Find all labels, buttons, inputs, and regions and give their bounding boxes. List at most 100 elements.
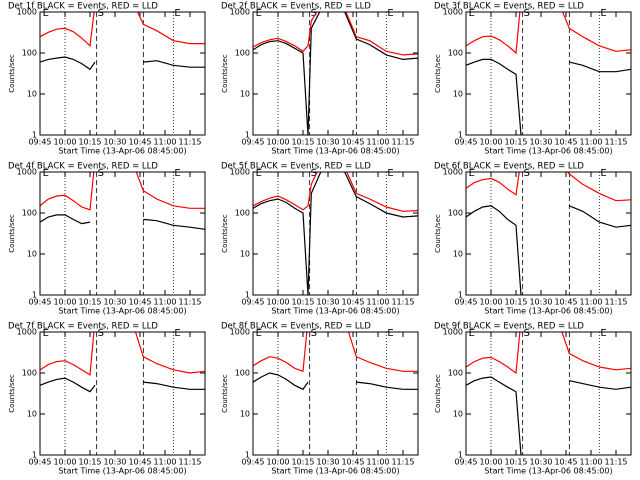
- y-tick-label: 100: [235, 209, 250, 218]
- chart-panel: Det 3f BLACK = Events, RED = LLD Start Ti…: [434, 2, 632, 156]
- x-tick-label: 10:30: [529, 458, 552, 467]
- series-line: [253, 172, 418, 212]
- series-line: [40, 377, 205, 393]
- event-label: E: [43, 168, 49, 179]
- x-tick-label: 11:00: [579, 458, 602, 467]
- x-tick-label: 11:15: [391, 458, 414, 467]
- x-tick-label: 09:45: [28, 138, 51, 147]
- y-tick-label: 1: [32, 451, 37, 460]
- x-tick-label: 11:00: [153, 458, 176, 467]
- plot-frame: [465, 171, 632, 296]
- x-tick-label: 11:15: [604, 138, 627, 147]
- x-tick-label: 11:00: [579, 298, 602, 307]
- event-label: E: [256, 168, 262, 179]
- y-tick-label: 100: [235, 369, 250, 378]
- event-label: E: [387, 8, 393, 19]
- x-tick-label: 10:00: [479, 298, 502, 307]
- x-tick-label: 11:15: [178, 458, 201, 467]
- event-label: E: [469, 8, 475, 19]
- x-tick-label: 10:00: [479, 138, 502, 147]
- x-tick-label: 09:45: [454, 458, 477, 467]
- x-tick-label: 10:45: [341, 298, 364, 307]
- chart-title: Det 9f BLACK = Events, RED = LLD: [434, 322, 584, 332]
- event-label: E: [174, 328, 180, 339]
- x-tick-label: 11:00: [366, 298, 389, 307]
- x-tick-label: 10:45: [341, 138, 364, 147]
- y-tick-label: 100: [235, 49, 250, 58]
- y-axis-label: Counts/sec: [221, 374, 229, 413]
- plot-frame: [39, 11, 206, 136]
- series-line: [466, 58, 631, 135]
- x-tick-label: 10:30: [316, 298, 339, 307]
- plot-frame: [39, 171, 206, 296]
- series-line: [466, 205, 631, 295]
- y-tick-label: 1000: [443, 8, 463, 17]
- chart-title: Det 4f BLACK = Events, RED = LLD: [8, 162, 158, 172]
- series-line: [40, 56, 205, 71]
- x-tick-label: 10:00: [479, 458, 502, 467]
- y-tick-label: 1000: [443, 328, 463, 337]
- y-tick-label: 10: [27, 90, 37, 99]
- y-tick-label: 10: [453, 410, 463, 419]
- y-tick-label: 1000: [17, 8, 37, 17]
- x-tick-label: 10:30: [103, 298, 126, 307]
- series-line: [40, 214, 205, 230]
- plot-frame: [39, 331, 206, 456]
- y-tick-label: 1000: [230, 8, 250, 17]
- x-tick-label: 10:45: [341, 458, 364, 467]
- series-line: [253, 172, 418, 295]
- plot-frame: [252, 11, 419, 136]
- x-tick-label: 10:00: [266, 138, 289, 147]
- y-axis-label: Counts/sec: [8, 214, 16, 253]
- y-tick-label: 100: [22, 369, 37, 378]
- y-tick-label: 10: [240, 250, 250, 259]
- x-tick-label: 10:30: [316, 138, 339, 147]
- series-line: [253, 332, 418, 373]
- series-line: [466, 172, 631, 202]
- x-tick-label: 10:15: [291, 138, 314, 147]
- event-label: E: [174, 8, 180, 19]
- x-tick-label: 10:00: [266, 458, 289, 467]
- event-label: E: [600, 8, 606, 19]
- event-label: E: [387, 168, 393, 179]
- x-tick-label: 09:45: [28, 458, 51, 467]
- x-tick-label: 10:15: [291, 458, 314, 467]
- chart-panel: Det 7f BLACK = Events, RED = LLD Start Ti…: [8, 322, 206, 476]
- event-label: S: [311, 328, 317, 339]
- x-tick-label: 10:45: [128, 458, 151, 467]
- y-tick-label: 1000: [443, 168, 463, 177]
- event-label: S: [311, 8, 317, 19]
- y-tick-label: 100: [448, 209, 463, 218]
- x-tick-label: 09:45: [28, 298, 51, 307]
- x-tick-label: 10:00: [53, 458, 76, 467]
- event-label: S: [98, 328, 104, 339]
- chart-panel: Det 9f BLACK = Events, RED = LLD Start Ti…: [434, 322, 632, 476]
- y-tick-label: 100: [22, 49, 37, 58]
- series-line: [466, 332, 631, 375]
- plot-frame: [252, 331, 419, 456]
- x-axis-label: Start Time (13-Apr-06 08:45:00): [58, 147, 186, 156]
- y-axis-label: Counts/sec: [434, 214, 442, 253]
- y-tick-label: 1: [245, 291, 250, 300]
- x-tick-label: 11:00: [153, 138, 176, 147]
- y-tick-label: 10: [240, 410, 250, 419]
- x-tick-label: 10:45: [554, 298, 577, 307]
- x-tick-label: 10:30: [529, 298, 552, 307]
- chart-panel: Det 6f BLACK = Events, RED = LLD Start Ti…: [434, 162, 632, 316]
- event-label: E: [174, 168, 180, 179]
- series-line: [253, 12, 418, 135]
- x-tick-label: 10:45: [128, 138, 151, 147]
- chart-title: Det 1f BLACK = Events, RED = LLD: [8, 2, 158, 12]
- series-line: [40, 332, 205, 376]
- event-label: S: [311, 168, 317, 179]
- x-tick-label: 11:00: [366, 458, 389, 467]
- x-tick-label: 10:15: [504, 458, 527, 467]
- event-label: E: [43, 328, 49, 339]
- y-tick-label: 1: [245, 451, 250, 460]
- y-axis-label: Counts/sec: [221, 214, 229, 253]
- event-label: S: [98, 8, 104, 19]
- x-tick-label: 10:45: [128, 298, 151, 307]
- x-tick-label: 09:45: [454, 138, 477, 147]
- event-label: E: [469, 168, 475, 179]
